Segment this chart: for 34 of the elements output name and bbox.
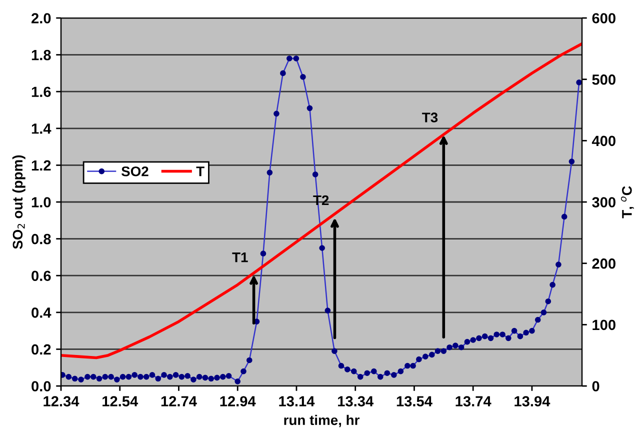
x-tick-label: 13.34: [338, 396, 374, 406]
y-tick-label: 0.4: [32, 308, 52, 318]
x-tick-label: 12.94: [220, 396, 256, 406]
y2-tick-label: 600: [592, 13, 616, 24]
legend-label: SO2: [121, 166, 148, 176]
x-tick-label: 13.14: [279, 396, 315, 406]
y-tick-label: 0.8: [32, 234, 51, 244]
y2-tick-label: 100: [592, 320, 616, 330]
x-tick-label: 13.54: [396, 396, 432, 406]
y-tick-label: 0.2: [32, 344, 51, 355]
legend-label: T: [196, 166, 204, 176]
y-tick-label: 0.0: [32, 381, 51, 392]
y-tick-label: 1.0: [32, 197, 51, 208]
y2-tick-label: 300: [592, 197, 616, 208]
y-tick-label: 1.6: [32, 86, 51, 98]
x-tick-label: 13.74: [456, 396, 492, 406]
y-tick-label: 1.8: [32, 50, 51, 60]
x-tick-label: 12.34: [44, 396, 80, 406]
y2-tick-label: 200: [592, 258, 616, 269]
y2-tick-label: 400: [592, 136, 616, 146]
y-tick-label: 1.2: [32, 160, 51, 170]
y-tick-label: 1.4: [32, 124, 52, 134]
y-tick-label: 2.0: [32, 13, 51, 24]
x-tick-label: 12.74: [161, 396, 197, 406]
x-tick-label: 13.94: [514, 396, 550, 406]
y-tick-label: 0.6: [32, 270, 51, 282]
y2-tick-label: 500: [592, 74, 616, 85]
annotation: T1: [232, 252, 248, 262]
y2-axis-title: T, $^{o}$C: [620, 186, 634, 218]
y2-tick-label: 0: [592, 381, 600, 392]
y-axis-title: SO$_{2}$ out (ppm): [12, 155, 26, 249]
x-axis-title: run time, hr: [284, 414, 360, 428]
annotation: T3: [422, 112, 438, 122]
x-tick-label: 12.54: [102, 396, 138, 406]
